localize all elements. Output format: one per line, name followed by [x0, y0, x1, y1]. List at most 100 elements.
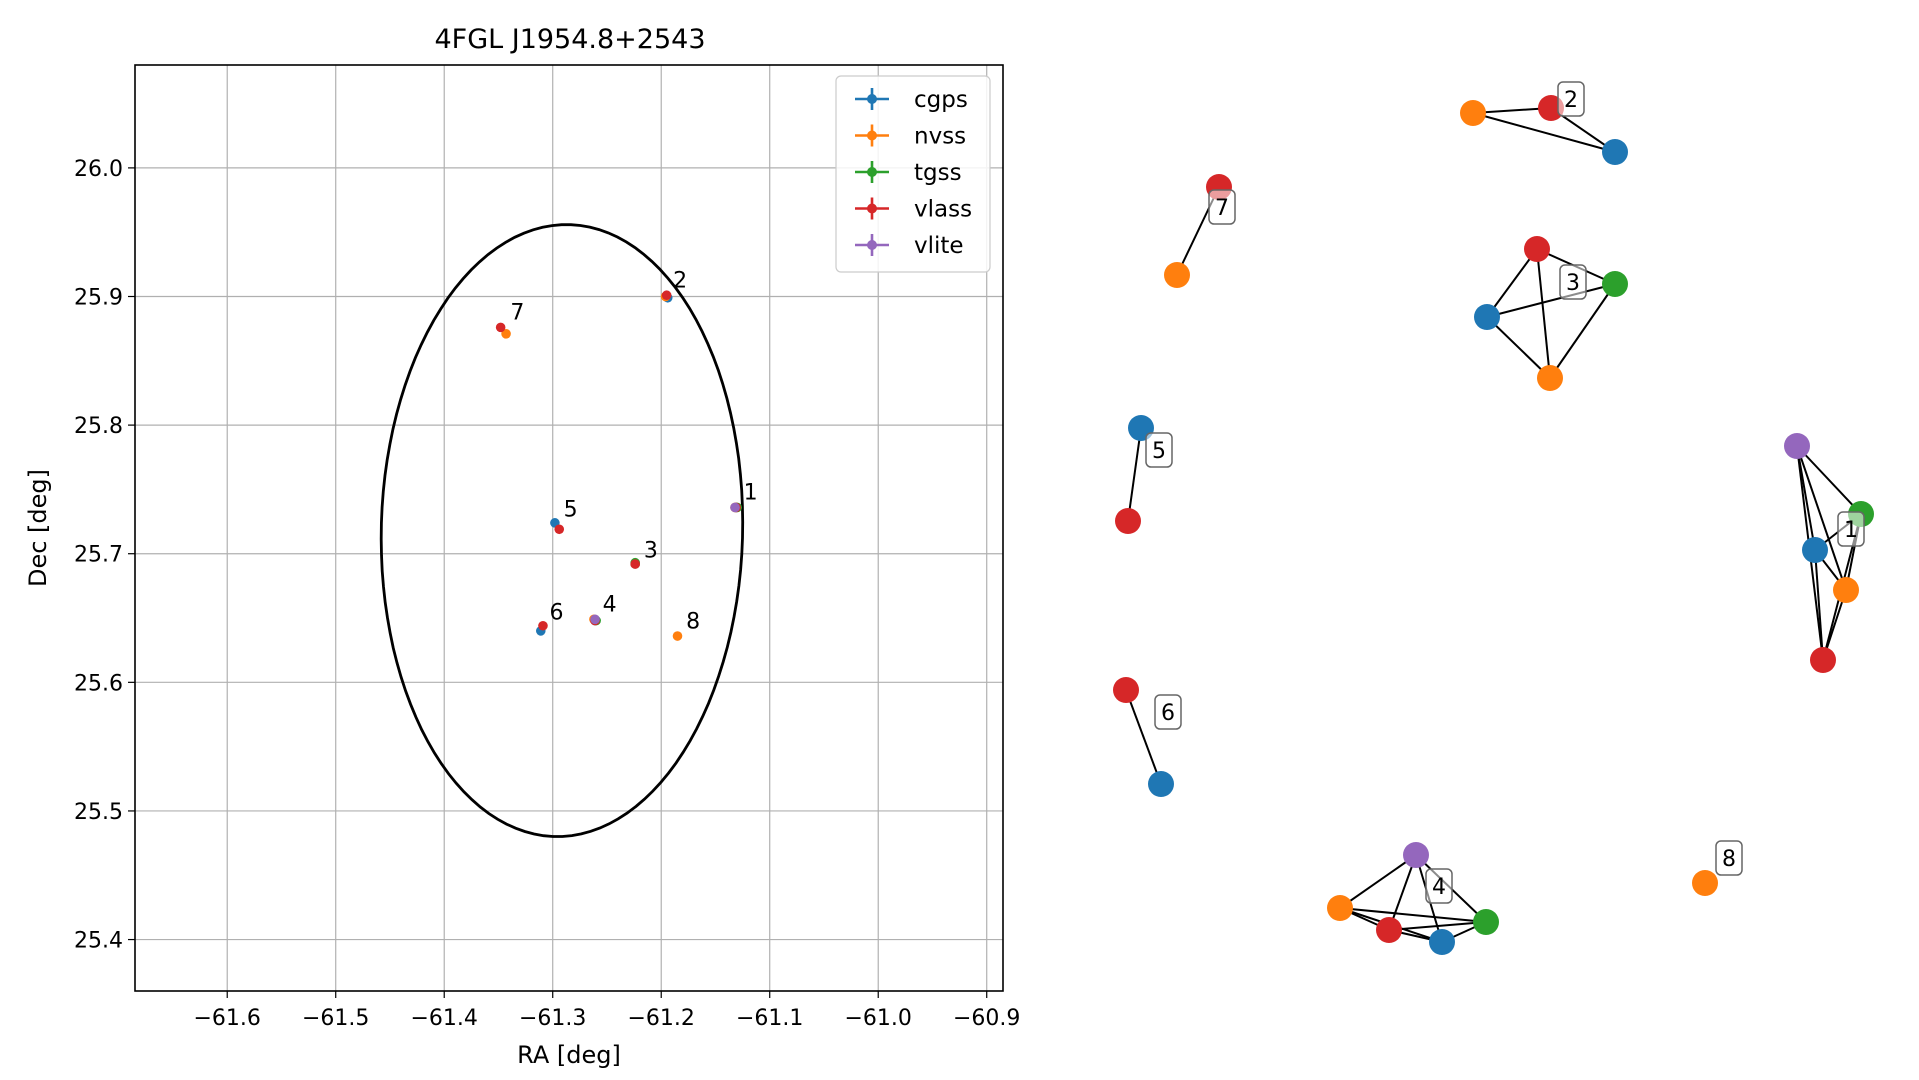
graph-label-box — [1559, 264, 1587, 300]
graph-label-box — [1208, 189, 1236, 225]
graph-group-label: 5 — [1145, 432, 1173, 468]
group-number-label: 3 — [644, 539, 658, 564]
group-labels: 1 2 3 4 5 6 7 8 — [510, 268, 757, 634]
y-tick-label: 25.4 — [74, 929, 123, 954]
legend-label: tgss — [914, 160, 962, 186]
graph-label-text: 6 — [1161, 701, 1175, 726]
legend-item-tgss: tgss — [855, 160, 962, 186]
graph-label-text: 2 — [1564, 88, 1578, 113]
graph-label-text: 5 — [1152, 439, 1166, 464]
graph-group-label: 1 — [1837, 511, 1865, 547]
graph-group-label: 7 — [1208, 189, 1236, 225]
graph-label-text: 8 — [1722, 847, 1736, 872]
legend-item-vlass: vlass — [855, 197, 972, 223]
graph-group-label: 8 — [1715, 840, 1743, 876]
graph-group-label: 6 — [1154, 694, 1182, 730]
graph-edge — [1125, 689, 1162, 785]
vlass-node — [1524, 236, 1550, 262]
graph-edge — [1814, 549, 1824, 661]
ellipse-outline — [379, 223, 745, 838]
graph-label-text: 7 — [1215, 196, 1229, 221]
legend-item-vlite: vlite — [855, 233, 964, 259]
y-axis-label: Dec [deg] — [24, 469, 52, 587]
y-tick-label: 25.9 — [74, 286, 123, 311]
group-number-label: 6 — [549, 600, 563, 625]
cgps-node — [1148, 771, 1174, 797]
nvss-node — [1164, 262, 1190, 288]
vlass-point — [630, 559, 640, 569]
legend-label: nvss — [914, 124, 966, 150]
graph-edge — [1388, 921, 1487, 931]
vlass-point — [495, 322, 506, 333]
graph-group-label: 2 — [1557, 81, 1585, 117]
group-number-label: 4 — [603, 593, 617, 618]
vlass-point — [538, 620, 548, 631]
graph-edge — [1472, 112, 1616, 153]
vlite-point — [730, 502, 740, 513]
nvss-node — [1327, 895, 1353, 921]
vlass-point — [554, 524, 565, 535]
vlass-node — [1113, 677, 1139, 703]
group-number-label: 2 — [673, 268, 687, 293]
vlite-point — [590, 614, 600, 625]
plot-frame — [134, 64, 1004, 992]
graph-edges — [1125, 107, 1862, 943]
group-number-label: 7 — [510, 301, 524, 326]
vlite-node — [1784, 433, 1810, 459]
nvss-node — [1833, 577, 1859, 603]
graph-label-box — [1715, 840, 1743, 876]
graph-label-box — [1557, 81, 1585, 117]
y-tick-label: 25.6 — [74, 671, 123, 696]
graph-edge — [1388, 854, 1417, 931]
graph-edge — [1486, 316, 1551, 379]
graph-edge — [1796, 445, 1862, 515]
graph-edge — [1472, 107, 1552, 114]
legend-marker-dot — [867, 240, 877, 250]
cgps-node — [1602, 139, 1628, 165]
legend-marker-dot — [867, 94, 877, 104]
y-tick-label: 25.5 — [74, 800, 123, 825]
group-number-label: 1 — [744, 481, 758, 506]
x-tick-label: −61.4 — [411, 1006, 478, 1031]
cgps-node — [1474, 304, 1500, 330]
graph-edge — [1536, 248, 1551, 379]
group-number-label: 8 — [686, 609, 700, 634]
tgss-node — [1602, 271, 1628, 297]
graph-edge — [1549, 283, 1616, 379]
x-tick-label: −61.3 — [519, 1006, 586, 1031]
vlass-point — [661, 290, 672, 301]
graph-group-labels: 1 2 3 4 5 6 7 8 — [1145, 81, 1865, 904]
y-tick-label: 26.0 — [74, 157, 123, 182]
legend-marker-dot — [867, 203, 877, 214]
y-tick-label: 25.8 — [74, 414, 123, 439]
graph-label-text: 3 — [1566, 271, 1580, 296]
graph-edge — [1486, 248, 1538, 318]
x-tick-label: −61.6 — [194, 1006, 261, 1031]
nvss-node — [1692, 870, 1718, 896]
tgss-node — [1473, 909, 1499, 935]
graph-edge — [1339, 907, 1487, 923]
vlass-node — [1810, 647, 1836, 673]
legend-marker-dot — [867, 130, 877, 141]
vlite-node — [1403, 842, 1429, 868]
network-graph-panel: 1 2 3 4 5 6 7 8 — [1113, 81, 1874, 955]
legend-box — [835, 75, 991, 273]
legend-item-cgps: cgps — [855, 87, 968, 113]
source-points — [495, 290, 742, 641]
group-number-label: 5 — [564, 497, 578, 522]
y-tick-label: 25.7 — [74, 543, 123, 568]
plot-title: 4FGL J1954.8+2543 — [434, 24, 705, 55]
graph-label-box — [1154, 694, 1182, 730]
cgps-node — [1429, 929, 1455, 955]
graph-label-box — [1425, 868, 1453, 904]
legend-label: vlass — [914, 197, 972, 223]
graph-edge — [1486, 283, 1616, 318]
legend-item-nvss: nvss — [855, 124, 966, 150]
graph-group-label: 3 — [1559, 264, 1587, 300]
graph-label-box — [1837, 511, 1865, 547]
x-axis-label: RA [deg] — [517, 1041, 621, 1069]
graph-group-label: 4 — [1425, 868, 1453, 904]
graph-label-text: 1 — [1844, 518, 1858, 543]
